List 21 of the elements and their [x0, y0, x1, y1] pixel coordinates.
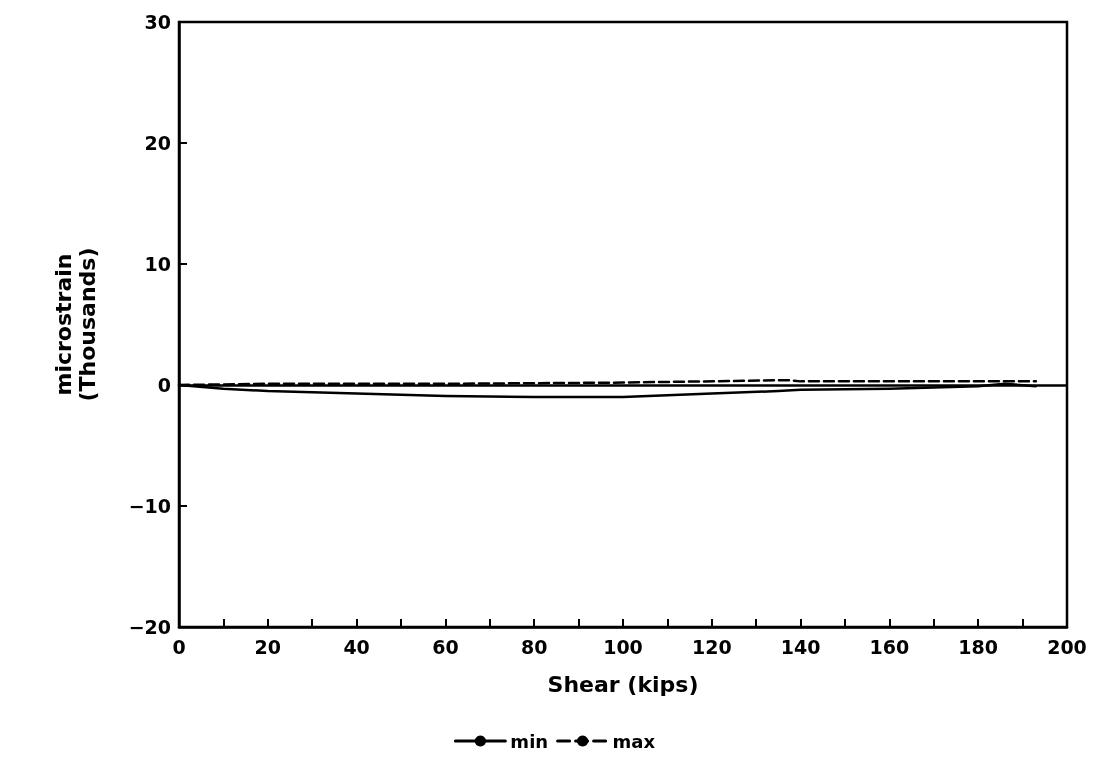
x-tick-label: 80	[520, 635, 548, 658]
legend-label: max	[612, 730, 656, 752]
y-tick-label: 0	[157, 374, 171, 396]
x-tick-label: 180	[958, 635, 999, 658]
x-tick-label: 160	[869, 635, 910, 658]
x-tick-label: 120	[691, 635, 732, 658]
x-tick-label: 100	[603, 635, 643, 658]
x-axis-title: Shear (kips)	[547, 671, 699, 697]
y-tick-label: 10	[144, 253, 171, 275]
x-tick-label: 20	[254, 635, 282, 658]
y-tick-label: −10	[128, 495, 171, 517]
x-tick-label: 200	[1047, 635, 1087, 658]
legend-label: min	[510, 730, 549, 752]
x-tick-label: 40	[343, 635, 370, 658]
y-axis-title: microstrain (Thousands)	[50, 247, 100, 402]
x-tick-label: 60	[432, 635, 459, 658]
x-tick-label: 0	[172, 635, 186, 658]
y-tick-label: 20	[144, 132, 171, 154]
y-tick-label: −20	[128, 616, 171, 638]
x-tick-label: 140	[780, 635, 821, 658]
y-tick-label: 30	[144, 11, 171, 33]
